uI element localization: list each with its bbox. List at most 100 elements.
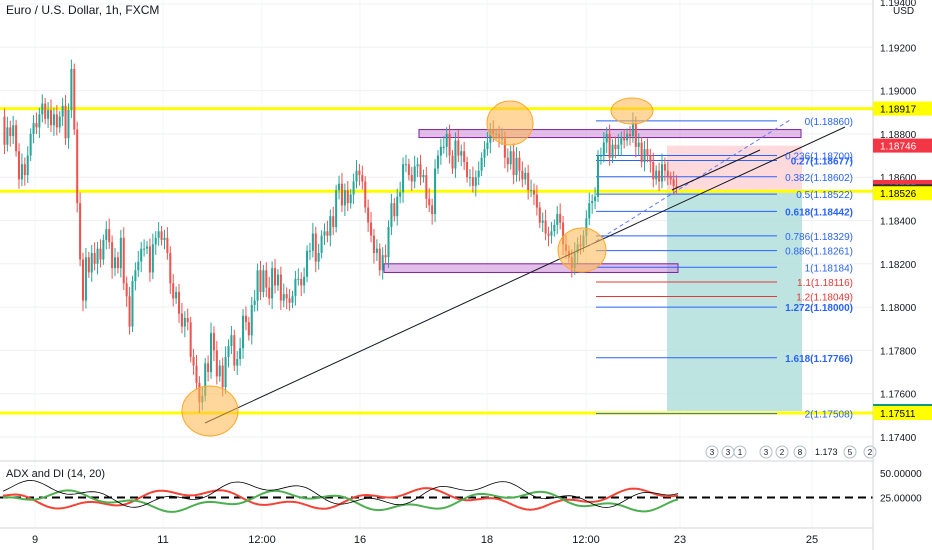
- candle-body: [611, 144, 614, 158]
- candle-body: [70, 68, 73, 111]
- economic-event-icon[interactable]: [733, 445, 747, 459]
- candle-body: [79, 203, 82, 260]
- candle-body: [608, 133, 611, 158]
- candle-body: [515, 157, 518, 176]
- candle-body: [256, 270, 259, 301]
- candle-body: [666, 170, 669, 178]
- candle-body: [183, 317, 186, 327]
- candle-body: [285, 294, 288, 299]
- candle-body: [361, 175, 364, 182]
- candle-body: [399, 192, 402, 197]
- candle-body: [556, 214, 559, 225]
- candle-body: [413, 166, 416, 182]
- x-tick-label: 11: [157, 534, 168, 546]
- economic-event-icon[interactable]: [843, 445, 857, 459]
- candle-body: [282, 294, 285, 301]
- candle-body: [372, 235, 375, 253]
- candle-body: [49, 110, 53, 126]
- x-tick-label: 12:00: [248, 534, 276, 546]
- candle-body: [338, 183, 341, 191]
- economic-event-icon[interactable]: [793, 445, 807, 459]
- candle-body: [146, 246, 149, 249]
- indicator-tick-label: 25.00000: [880, 493, 922, 504]
- economic-event-icon[interactable]: [705, 445, 719, 459]
- candle-body: [649, 155, 652, 163]
- economic-event-icon[interactable]: [775, 445, 789, 459]
- candle-body: [358, 170, 361, 176]
- candle-body: [61, 105, 64, 117]
- candle-body: [303, 276, 306, 286]
- candle-body: [186, 317, 189, 323]
- supply-demand-zone: [383, 263, 679, 273]
- indicator-title: ADX and DI (14, 20): [6, 468, 105, 480]
- candle-body: [550, 231, 553, 236]
- candle-body: [9, 127, 12, 137]
- candle-body: [26, 155, 29, 176]
- candle-body: [300, 278, 303, 286]
- x-tick-label: 16: [354, 534, 366, 546]
- candle-body: [503, 138, 506, 158]
- candle-body: [160, 231, 163, 240]
- y-tick-label: 1.17400: [880, 433, 917, 444]
- candle-body: [163, 237, 166, 240]
- candle-body: [451, 155, 454, 169]
- trendline: [671, 149, 761, 191]
- candle-body: [154, 237, 157, 245]
- candle-body: [29, 133, 32, 156]
- y-tick-label: 1.18800: [880, 130, 917, 141]
- candle-body: [486, 142, 489, 150]
- candle-body: [425, 175, 428, 199]
- candle-body: [538, 207, 541, 223]
- price-badge-label: 1.18526: [880, 189, 917, 200]
- candle-body: [591, 201, 594, 204]
- candle-body: [306, 250, 309, 277]
- candle-body: [96, 248, 99, 264]
- price-badge-label: 1.18746: [880, 142, 917, 153]
- fib-level-label: 1.2(1.18049): [796, 292, 853, 303]
- candle-body: [67, 110, 70, 139]
- highlight-circle: [557, 227, 607, 273]
- fib-level-label: 0.618(1.18442): [785, 207, 853, 218]
- candle-body: [628, 133, 632, 137]
- candle-body: [64, 105, 67, 139]
- candle-body: [596, 155, 600, 197]
- economic-event-count: 3: [710, 448, 715, 457]
- candle-body: [346, 190, 349, 204]
- candle-body: [355, 170, 358, 182]
- candle-body: [643, 149, 646, 163]
- candle-body: [215, 350, 218, 377]
- candle-body: [87, 257, 90, 273]
- candle-body: [166, 237, 169, 253]
- candle-body: [527, 172, 530, 191]
- candle-body: [204, 363, 207, 396]
- candle-body: [454, 140, 457, 169]
- candle-body: [233, 335, 236, 366]
- candle-body: [148, 246, 151, 273]
- trendline: [204, 126, 846, 424]
- candle-body: [419, 164, 422, 178]
- candle-body: [268, 287, 271, 299]
- candle-body: [247, 322, 250, 336]
- economic-event-icon[interactable]: [759, 445, 773, 459]
- candle-body: [271, 268, 274, 299]
- fib-level-label: 0(1.18860): [805, 117, 853, 128]
- candle-body: [58, 116, 61, 128]
- candle-body: [509, 151, 512, 165]
- candle-body: [489, 129, 492, 143]
- fib-level-label: 0.27(1.18677): [791, 157, 853, 168]
- economic-event-count: 2: [780, 448, 785, 457]
- candle-body: [17, 151, 21, 180]
- candle-body: [387, 226, 390, 258]
- candle-body: [518, 157, 521, 171]
- candle-body: [102, 239, 105, 260]
- economic-event-count: 8: [798, 448, 803, 457]
- fib-level-label: 0.786(1.18329): [785, 232, 853, 243]
- candle-body: [407, 164, 410, 176]
- economic-event-count: 3: [764, 448, 769, 457]
- candle-body: [6, 127, 9, 145]
- candle-body: [230, 335, 233, 347]
- candle-body: [253, 300, 256, 305]
- candle-body: [442, 146, 445, 148]
- candle-body: [297, 278, 300, 280]
